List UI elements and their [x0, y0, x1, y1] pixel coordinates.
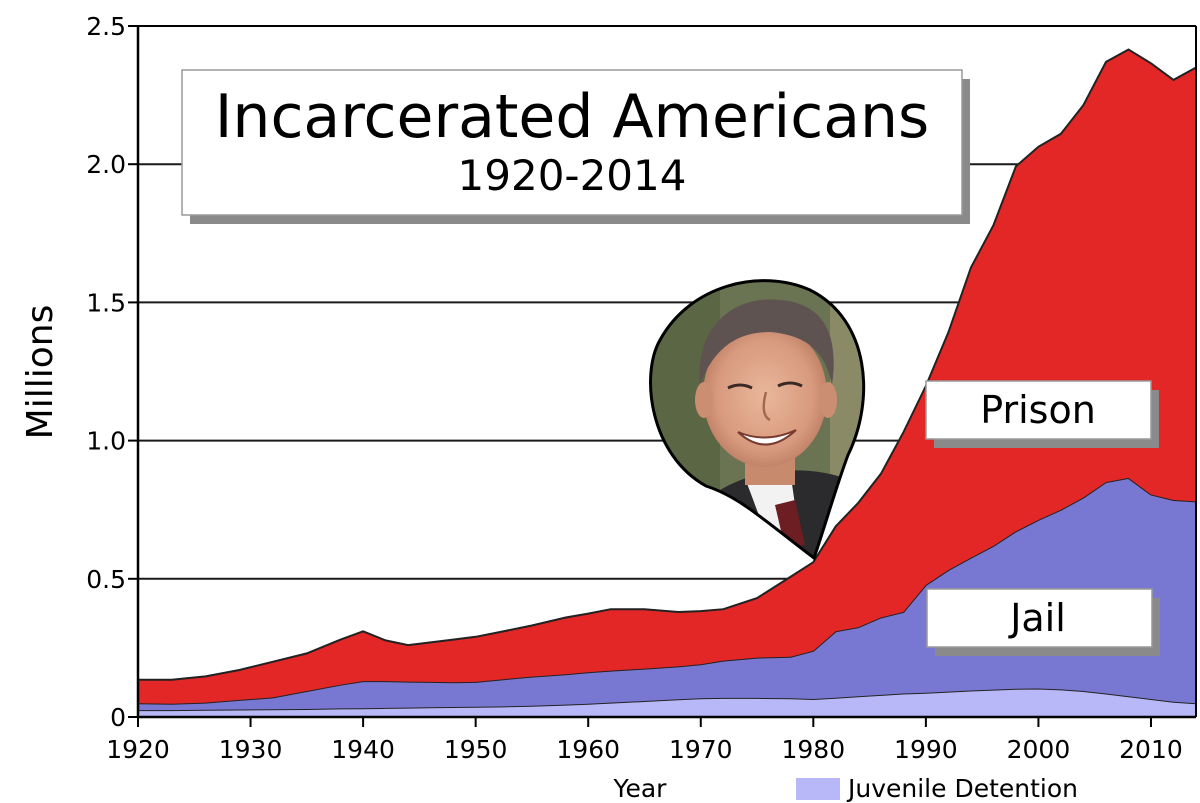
y-tick-label-4: 2.0: [86, 150, 126, 179]
x-tick-label-1980: 1980: [782, 735, 846, 764]
y-tick-label-2: 1.0: [86, 427, 126, 456]
y-axis-ticks: 0 0.5 1.0 1.5 2.0 2.5: [86, 12, 138, 732]
legend-swatch-juvenile: [796, 778, 840, 800]
y-axis-title: Millions: [20, 305, 61, 440]
x-tick-label-2010: 2010: [1119, 735, 1183, 764]
x-tick-label-1970: 1970: [669, 735, 733, 764]
prison-label-box: Prison: [925, 380, 1159, 448]
jail-label: Jail: [1008, 596, 1066, 640]
x-tick-label-1990: 1990: [894, 735, 958, 764]
x-tick-label-2000: 2000: [1007, 735, 1071, 764]
x-tick-label-1940: 1940: [331, 735, 395, 764]
area-jail: [138, 477, 1196, 711]
x-axis-ticks: 1920 1930 1940 1950 1960 1970 1980 1990 2000 2010: [106, 717, 1183, 764]
prison-label: Prison: [980, 388, 1096, 432]
y-tick-label-0: 0: [110, 703, 126, 732]
y-tick-label-1: 0.5: [86, 565, 126, 594]
chart-subtitle: 1920-2014: [458, 151, 687, 200]
legend: Juvenile Detention: [796, 774, 1078, 803]
y-tick-label-3: 1.5: [86, 288, 126, 317]
y-tick-label-5: 2.5: [86, 12, 126, 41]
area-layers: [137, 48, 1197, 717]
x-tick-label-1950: 1950: [444, 735, 508, 764]
chart-title: Incarcerated Americans: [215, 82, 930, 152]
plot-frame: [136, 25, 1197, 719]
area-juvenile-detention: [138, 688, 1196, 717]
x-tick-label-1960: 1960: [556, 735, 620, 764]
legend-label-juvenile: Juvenile Detention: [846, 774, 1078, 803]
title-box: Incarcerated Americans 1920-2014: [181, 69, 970, 224]
x-tick-label-1930: 1930: [219, 735, 283, 764]
x-tick-label-1920: 1920: [106, 735, 170, 764]
area-prison: [138, 49, 1196, 704]
area-edge-2: [138, 48, 1197, 681]
jail-label-box: Jail: [926, 588, 1160, 656]
portrait-callout: [649, 279, 866, 561]
x-axis-title: Year: [613, 774, 668, 803]
